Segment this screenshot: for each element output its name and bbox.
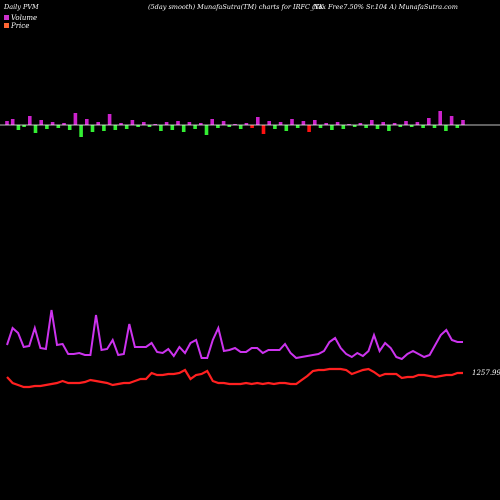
volume-bar <box>102 125 106 131</box>
volume-bar <box>409 125 414 127</box>
volume-bar <box>421 125 425 128</box>
price-line-series <box>6 367 463 389</box>
volume-bar <box>267 121 271 125</box>
volume-bar <box>159 125 163 131</box>
volume-line-series <box>6 309 463 361</box>
volume-bar <box>392 123 397 125</box>
volume-bar <box>432 125 437 128</box>
volume-bars <box>5 111 465 137</box>
volume-bar <box>216 125 220 128</box>
volume-bar <box>22 125 26 127</box>
volume-bar <box>67 125 72 130</box>
volume-bar <box>96 122 100 125</box>
volume-bar <box>193 125 197 129</box>
volume-bar <box>364 125 368 128</box>
volume-bar <box>256 117 260 125</box>
volume-bar <box>295 125 300 128</box>
volume-bar <box>301 121 306 125</box>
volume-bar <box>244 123 249 125</box>
volume-bar <box>335 122 340 125</box>
volume-bar <box>33 125 38 133</box>
volume-bar <box>210 119 214 125</box>
volume-bar <box>455 125 460 128</box>
volume-bar <box>313 120 317 125</box>
volume-bar <box>375 125 380 129</box>
volume-bar <box>204 125 209 135</box>
volume-bar <box>56 125 61 128</box>
volume-bar <box>113 125 118 130</box>
volume-bar <box>62 123 66 125</box>
volume-bar <box>324 123 328 125</box>
volume-bar <box>284 125 289 131</box>
volume-bar <box>341 125 346 129</box>
volume-bar <box>45 125 49 129</box>
volume-bar <box>227 125 232 127</box>
volume-bar <box>427 118 431 125</box>
header-left: Daily PVM <box>3 3 39 11</box>
volume-bar <box>370 120 374 125</box>
volume-bar <box>461 120 465 125</box>
volume-bar <box>238 125 243 129</box>
volume-bar <box>147 125 152 127</box>
volume-bar <box>381 122 385 125</box>
volume-bar <box>261 125 266 134</box>
volume-bar <box>79 125 83 137</box>
volume-bar <box>187 122 192 125</box>
volume-bar <box>387 125 391 131</box>
volume-bar <box>438 111 442 125</box>
volume-bar <box>85 119 89 125</box>
volume-bar <box>90 125 95 132</box>
header-center: (5day smooth) MunafaSutra(TM) charts for… <box>148 3 325 11</box>
volume-bar <box>404 121 408 125</box>
legend-price-swatch <box>4 23 9 28</box>
volume-bar <box>307 125 311 132</box>
volume-bar <box>444 125 448 131</box>
volume-bar <box>164 122 169 125</box>
price-end-label: 1257.99 <box>472 369 500 377</box>
volume-bar <box>50 122 55 125</box>
volume-bar <box>130 120 135 125</box>
volume-bar <box>415 122 420 125</box>
volume-bar <box>358 123 363 125</box>
volume-bar <box>142 122 146 125</box>
volume-bar <box>290 119 294 125</box>
volume-bar <box>449 116 454 125</box>
volume-bar <box>107 114 112 125</box>
volume-bar <box>352 125 357 127</box>
legend-volume-label: Volume <box>11 14 37 22</box>
volume-bar <box>181 125 186 132</box>
volume-bar <box>39 120 43 125</box>
volume-bar <box>318 125 323 128</box>
volume-bar <box>199 123 203 125</box>
volume-bar <box>398 125 403 127</box>
volume-bar <box>73 113 78 125</box>
volume-bar <box>170 125 175 130</box>
volume-bar <box>233 124 237 125</box>
volume-bar <box>278 122 283 125</box>
volume-bar <box>10 119 15 125</box>
volume-bar <box>28 116 32 125</box>
volume-bar <box>16 125 21 130</box>
volume-bar <box>124 125 129 129</box>
legend-price-label: Price <box>10 22 29 30</box>
volume-bar <box>176 121 180 125</box>
volume-bar <box>5 121 9 125</box>
volume-bar <box>119 123 123 125</box>
volume-bar <box>221 121 226 125</box>
legend-volume-swatch <box>4 15 9 20</box>
volume-bar <box>250 125 254 128</box>
volume-bar <box>347 124 351 125</box>
volume-bar <box>136 125 140 127</box>
volume-bar <box>330 125 334 130</box>
header-right: (Tax Free7.50% Sr.104 A) MunafaSutra.com <box>312 3 458 11</box>
volume-bar <box>153 124 157 125</box>
volume-bar <box>273 125 277 129</box>
